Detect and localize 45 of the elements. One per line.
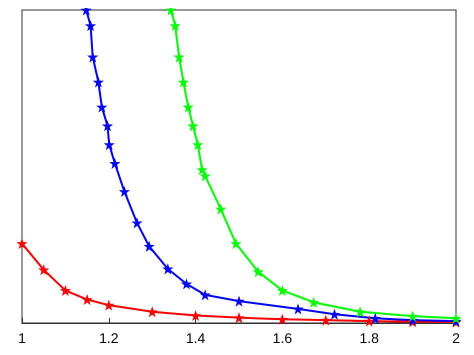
point	[196, 164, 208, 176]
point	[215, 204, 226, 215]
point	[370, 312, 381, 324]
point	[103, 300, 114, 311]
point	[187, 120, 198, 132]
point	[60, 284, 71, 296]
point	[82, 294, 93, 306]
point	[132, 217, 143, 228]
x-tick-label: 1.2	[99, 330, 119, 346]
x-tick-label: 1.4	[186, 330, 206, 346]
point	[38, 264, 50, 276]
point	[190, 310, 202, 321]
point	[308, 296, 320, 308]
point	[109, 158, 120, 169]
point	[92, 76, 104, 88]
point	[104, 139, 115, 150]
point	[230, 238, 242, 249]
x-tick-label: 1	[18, 330, 26, 346]
point	[96, 102, 108, 113]
point	[234, 312, 244, 324]
x-tick-label: 1.8	[359, 330, 380, 346]
point	[276, 284, 288, 296]
x-tick-label: 1.6	[272, 330, 292, 346]
point	[200, 289, 211, 300]
point	[118, 186, 130, 198]
point	[450, 312, 462, 324]
point	[320, 314, 332, 326]
point	[276, 314, 288, 325]
point	[170, 20, 181, 32]
point	[144, 240, 155, 252]
point	[162, 263, 174, 274]
point	[85, 20, 96, 32]
point	[178, 76, 189, 88]
point	[200, 170, 211, 182]
point	[102, 120, 113, 132]
point	[16, 238, 28, 249]
point	[192, 139, 204, 150]
point	[146, 306, 158, 318]
point	[87, 51, 98, 62]
point	[182, 102, 194, 113]
point	[252, 266, 264, 278]
point	[174, 51, 185, 62]
point	[180, 278, 192, 290]
point	[407, 310, 418, 322]
x-tick-label: 2	[452, 330, 460, 346]
